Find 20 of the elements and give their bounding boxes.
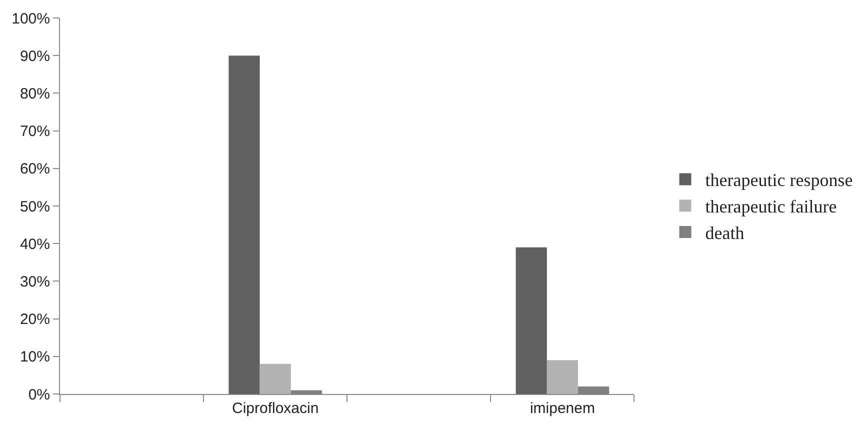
x-tick-label: imipenem — [530, 400, 595, 417]
legend-label: death — [705, 223, 744, 244]
y-tick-label: 0% — [28, 386, 50, 404]
y-tick-label: 10% — [20, 348, 50, 366]
legend-label: therapeutic failure — [705, 196, 837, 217]
bar — [516, 247, 547, 394]
x-tick-label: Ciprofloxacin — [232, 400, 319, 417]
legend-label: therapeutic response — [705, 170, 853, 190]
bar — [260, 364, 291, 394]
y-tick-label: 70% — [20, 123, 50, 140]
y-tick-label: 80% — [20, 85, 50, 102]
y-tick-label: 50% — [20, 198, 50, 216]
bar — [228, 56, 260, 394]
y-tick-label: 20% — [20, 311, 50, 328]
bar — [546, 360, 578, 394]
y-tick-label: 100% — [12, 10, 50, 28]
y-tick-label: 30% — [20, 273, 50, 290]
y-tick-label: 60% — [20, 160, 50, 178]
y-tick-label: 40% — [20, 236, 50, 253]
y-tick-label: 90% — [20, 48, 50, 65]
